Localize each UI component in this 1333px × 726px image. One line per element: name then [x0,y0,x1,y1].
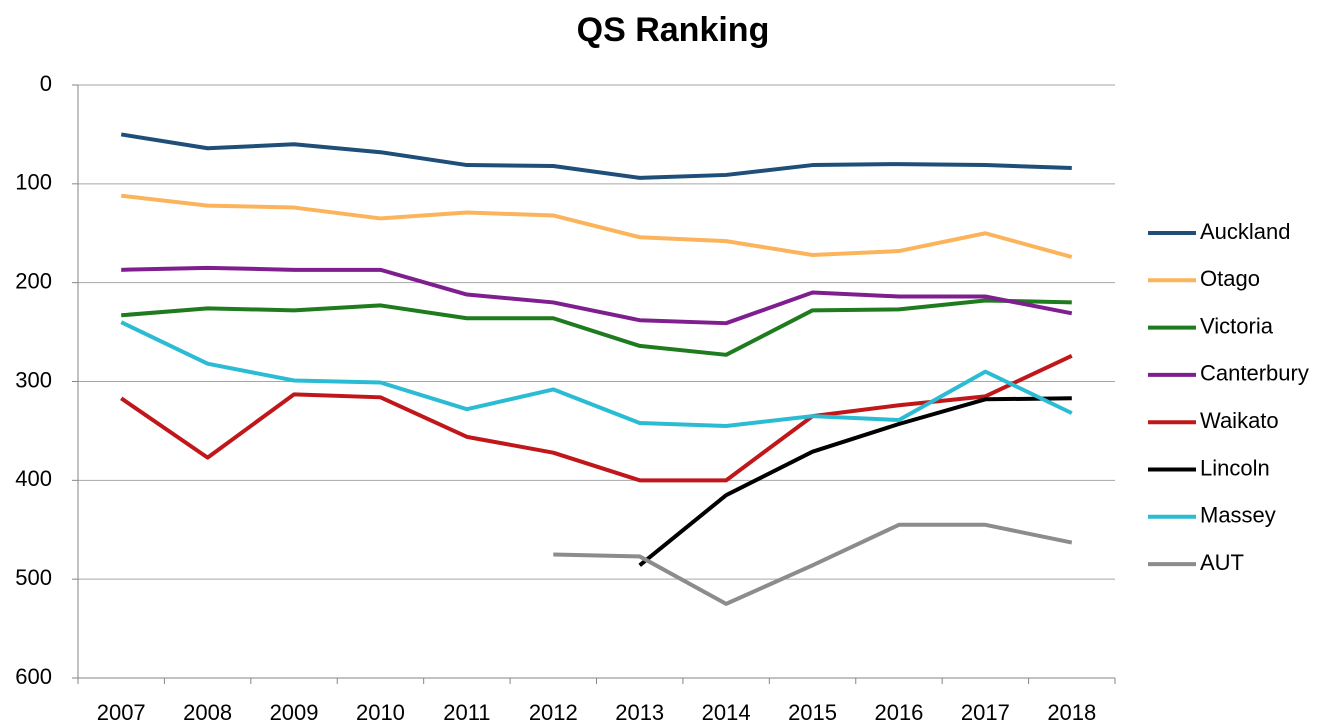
x-tick-label: 2011 [443,700,490,725]
legend-label: Lincoln [1200,455,1270,480]
series-line [120,320,1073,428]
series-line [120,193,1073,259]
series-line [553,522,1073,606]
legend-label: Canterbury [1200,361,1309,386]
y-tick-label: 100 [15,170,52,195]
legend-label: Otago [1200,266,1260,291]
series-line [120,132,1072,180]
chart-title: QS Ranking [577,11,770,49]
x-tick-label: 2012 [529,700,578,725]
legend-label: Auckland [1200,219,1291,244]
series-line [121,298,1072,357]
x-tick-label: 2009 [270,700,319,725]
series-line [120,353,1073,483]
series-line [638,396,1072,567]
y-tick-label: 300 [15,367,52,392]
x-tick-label: 2016 [874,700,923,725]
legend-label: Victoria [1200,313,1274,338]
x-tick-label: 2014 [702,700,751,725]
y-tick-label: 0 [40,71,52,96]
legend-label: AUT [1200,550,1244,575]
x-tick-label: 2015 [788,700,837,725]
x-tick-label: 2013 [615,700,664,725]
x-tick-label: 2010 [356,700,405,725]
x-tick-label: 2007 [97,700,146,725]
y-tick-label: 600 [15,664,52,689]
legend-label: Waikato [1200,408,1279,433]
x-tick-label: 2008 [183,700,232,725]
y-tick-label: 400 [15,466,52,491]
x-tick-label: 2017 [961,700,1010,725]
legend-label: Massey [1200,503,1276,528]
series-line [121,265,1073,326]
y-tick-label: 200 [15,268,52,293]
y-tick-label: 500 [15,565,52,590]
x-tick-label: 2018 [1047,700,1096,725]
